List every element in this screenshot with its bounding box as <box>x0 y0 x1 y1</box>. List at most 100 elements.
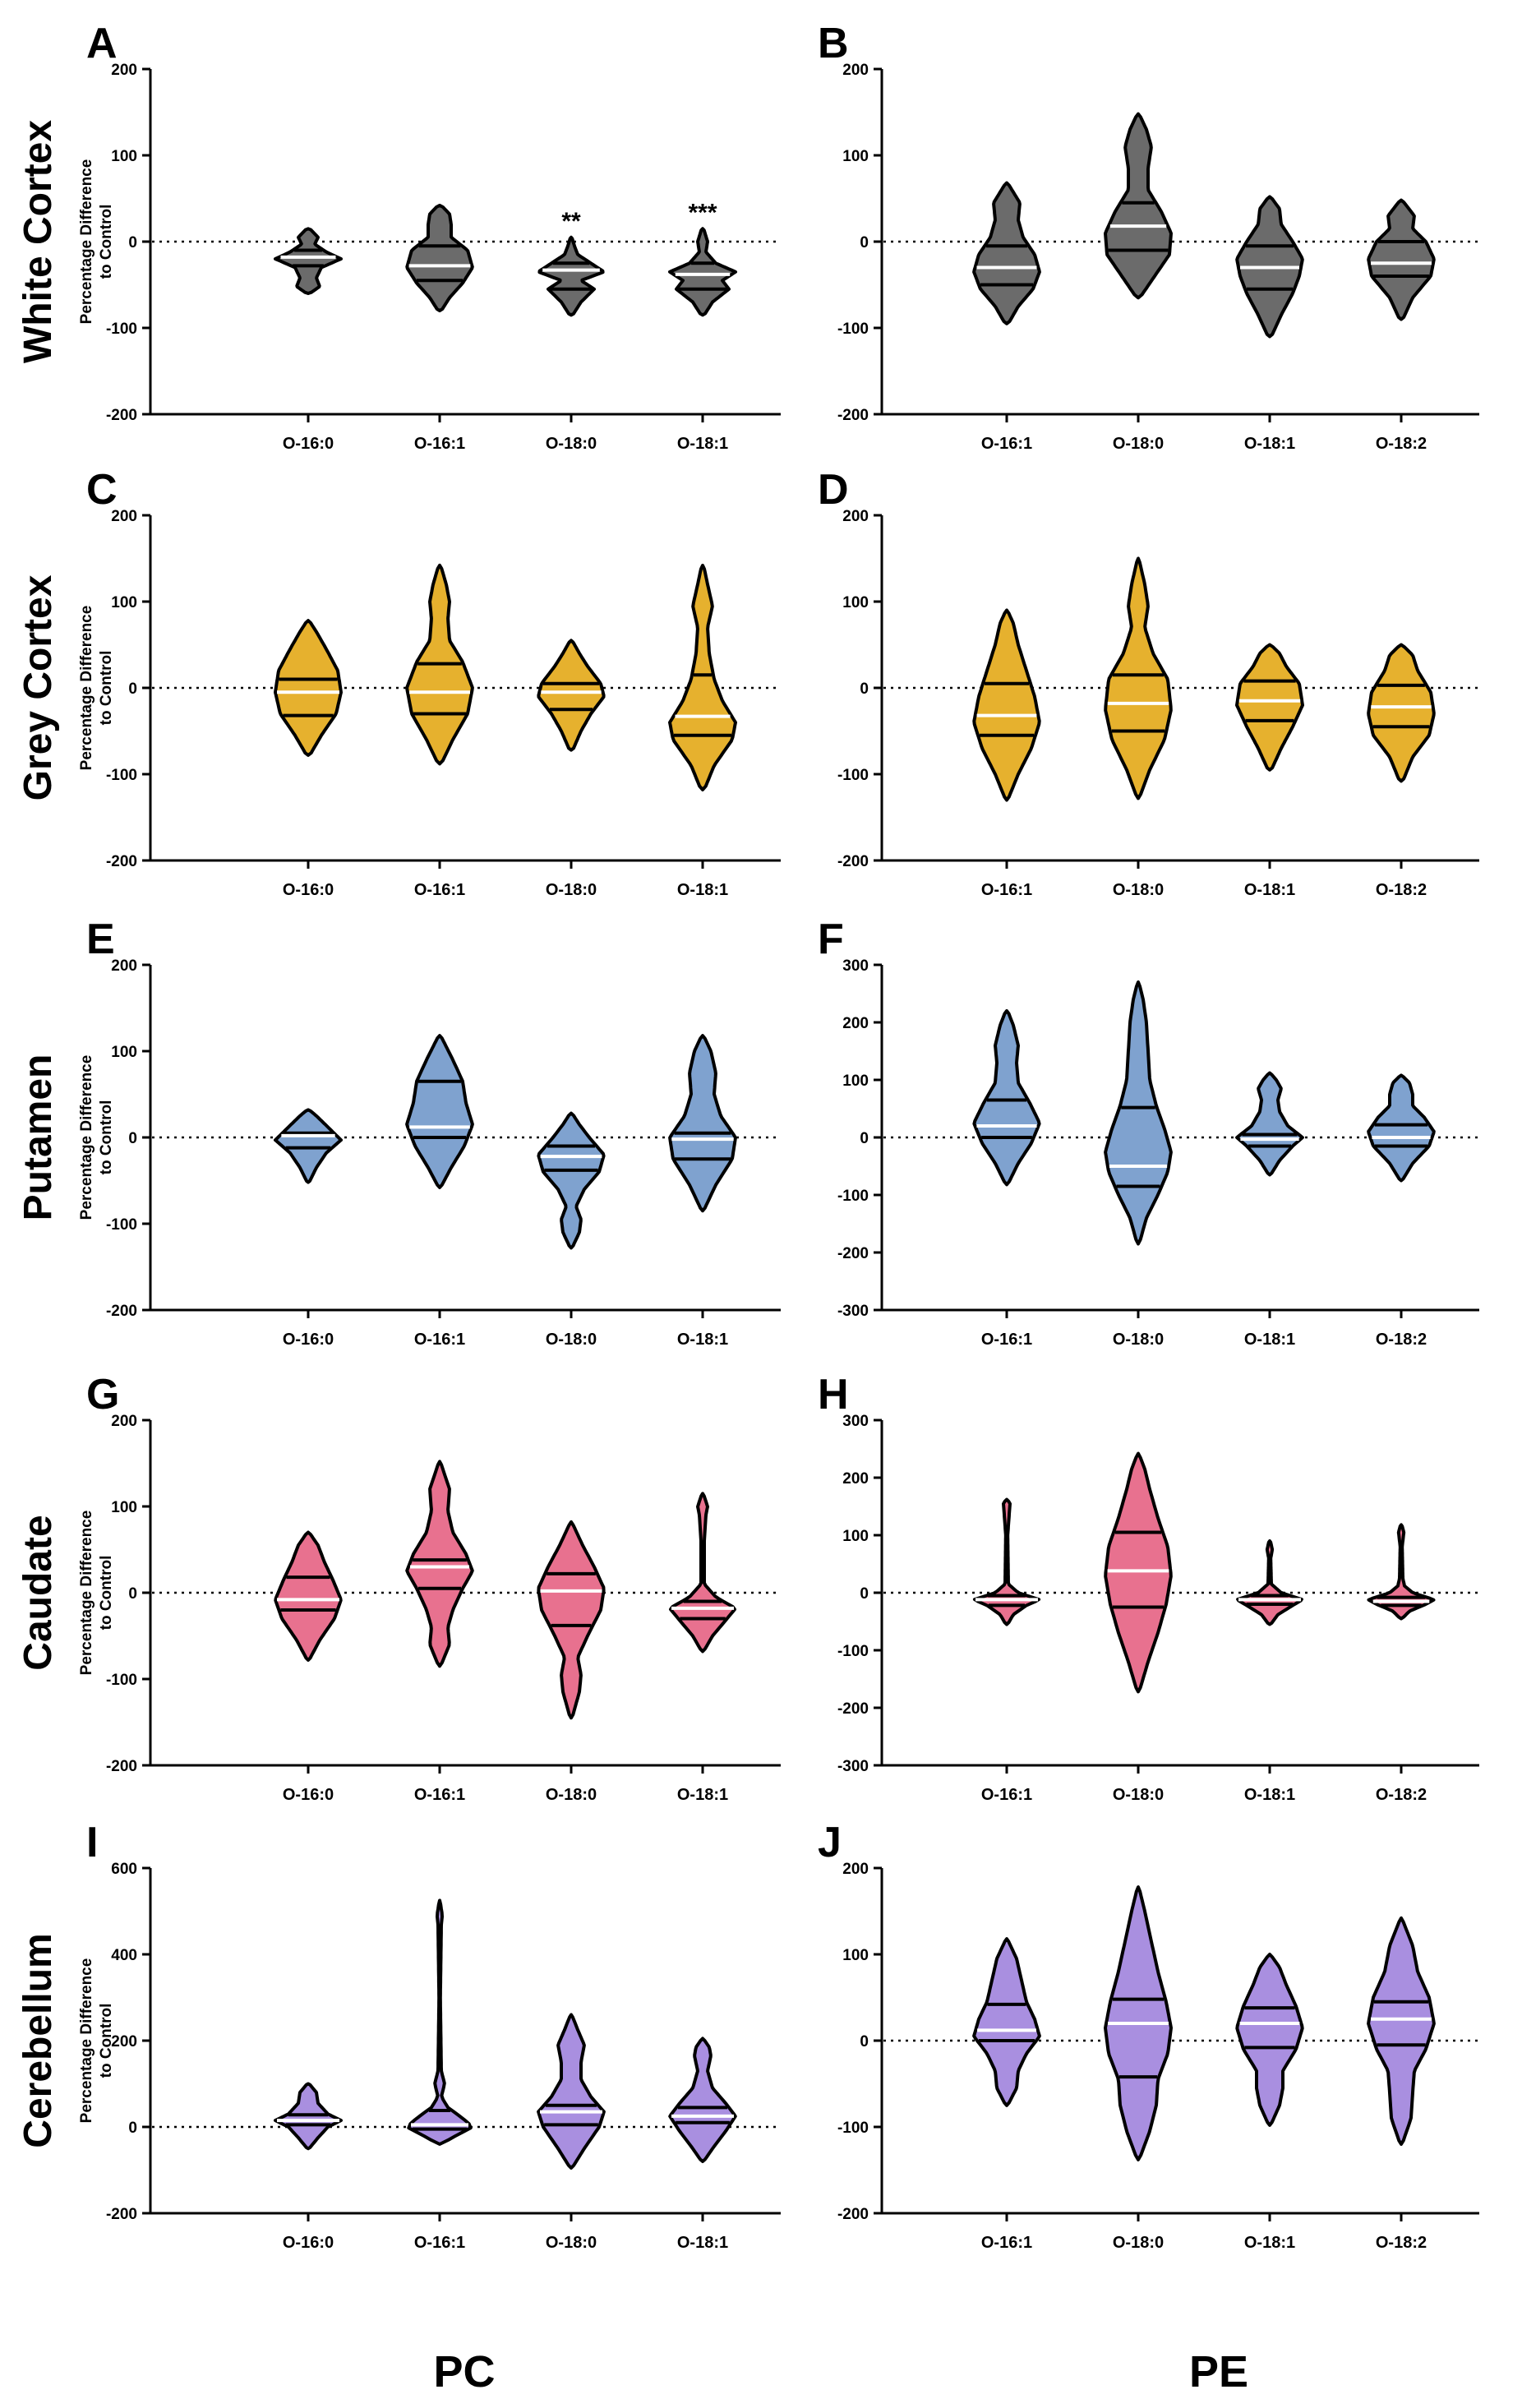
y-tick-label: -100 <box>837 321 869 338</box>
panel-label: H <box>818 1371 849 1419</box>
y-tick-label: 0 <box>128 1130 137 1147</box>
y-tick-label: -200 <box>837 1700 869 1718</box>
x-tick-label: O-18:0 <box>1113 2234 1164 2252</box>
x-tick-label: O-16:1 <box>414 2234 465 2252</box>
y-tick-label: 0 <box>860 680 869 698</box>
y-tick-label: -300 <box>837 1758 869 1775</box>
y-tick-label: -200 <box>837 407 869 424</box>
x-tick-label: O-16:1 <box>981 1331 1032 1349</box>
y-tick-label: 200 <box>842 1861 869 1878</box>
y-tick-label: -300 <box>837 1303 869 1320</box>
y-tick-label: 0 <box>128 1585 137 1603</box>
violin-o-18-2 <box>1367 1916 1436 2146</box>
y-axis-label: Percentage Difference to Control <box>78 159 115 325</box>
panel-d: D -200 -100 0 100 200 O-16:1 O-18:0 O-18:1 O-18:2 <box>818 466 1479 899</box>
violin-o-16-1 <box>972 1497 1041 1626</box>
row-label: Putamen <box>16 1054 60 1221</box>
row-label: Grey Cortex <box>16 574 60 800</box>
x-tick-label: O-16:1 <box>981 2234 1032 2252</box>
violin-o-18-1 <box>1236 1539 1303 1626</box>
x-tick-label: O-18:1 <box>1244 1786 1295 1804</box>
x-tick-label: O-16:0 <box>283 881 334 899</box>
y-tick-label: 200 <box>842 508 869 525</box>
violin-o-16-1 <box>405 1034 474 1189</box>
panel-label: D <box>818 466 849 514</box>
y-tick-label: 100 <box>842 1073 869 1090</box>
x-tick-label: O-18:1 <box>677 435 728 453</box>
violin-o-18-1 <box>668 1034 737 1213</box>
panel-label: G <box>86 1371 119 1419</box>
y-tick-label: -100 <box>837 2120 869 2137</box>
y-tick-label: -200 <box>837 853 869 870</box>
y-tick-label: -100 <box>837 1188 869 1205</box>
row-labels: White Cortex Grey Cortex Putamen Caudate Cer… <box>16 120 60 2148</box>
panel-f: F -300 -200 -100 0 100 200 300 O-16:1 O-18:0 O-18:… <box>818 916 1479 1349</box>
panel-label: J <box>818 1819 842 1866</box>
y-tick-label: -100 <box>837 1643 869 1660</box>
x-tick-label: O-18:2 <box>1376 435 1427 453</box>
panel-b: B -200 -100 0 100 200 O-16:1 O-18:0 O-18:1 O-18:2 <box>818 20 1479 453</box>
panel-c: C Percentage Difference to Control -200 -100… <box>78 466 781 899</box>
y-axis-label-line: to Control <box>98 651 115 726</box>
y-tick-label: 200 <box>842 1015 869 1032</box>
panel-label: E <box>86 916 115 963</box>
y-tick-label: 0 <box>860 1130 869 1147</box>
y-tick-label: 200 <box>842 1470 869 1488</box>
y-tick-label: 100 <box>111 1499 137 1516</box>
panel-i: I Percentage Difference to Control -200 0 200… <box>78 1819 781 2252</box>
y-axis-label-line: to Control <box>98 1556 115 1631</box>
x-tick-label: O-16:1 <box>414 881 465 899</box>
violin-o-18-1 <box>1235 643 1304 772</box>
y-tick-label: 0 <box>860 234 869 251</box>
y-axis-label: Percentage Difference to Control <box>78 1055 115 1220</box>
y-axis-label-line: Percentage Difference <box>78 1511 95 1676</box>
x-tick-label: O-18:0 <box>546 1331 597 1349</box>
violin-o-18-0 <box>1104 556 1173 800</box>
panel-label: F <box>818 916 844 963</box>
violin-o-18-2 <box>1367 1073 1436 1183</box>
violin-o-16-0 <box>274 227 343 295</box>
y-tick-label: 0 <box>860 2033 869 2050</box>
x-tick-label: O-16:1 <box>414 1331 465 1349</box>
panel-h: H -300 -200 -100 0 100 200 300 O-16:1 O-18:0 O-18:… <box>818 1371 1479 1804</box>
violin-o-18-2 <box>1367 198 1436 321</box>
violin-o-18-1 <box>668 2037 737 2163</box>
x-tick-label: O-18:0 <box>546 1786 597 1804</box>
violin-o-16-1 <box>972 181 1041 325</box>
violin-o-18-0 <box>1104 980 1173 1246</box>
x-tick-label: O-18:1 <box>677 1331 728 1349</box>
panel-a: A Percentage Difference to Control -200 -100… <box>78 20 781 453</box>
x-tick-label: O-18:0 <box>546 2234 597 2252</box>
violin-o-18-1 <box>668 563 737 791</box>
x-tick-label: O-16:1 <box>981 881 1032 899</box>
y-tick-label: 100 <box>842 1947 869 1964</box>
y-tick-label: 100 <box>842 1528 869 1545</box>
violin-o-18-0 <box>537 235 605 317</box>
violin-o-18-0 <box>537 1111 606 1250</box>
x-tick-label: O-18:1 <box>1244 1331 1295 1349</box>
y-tick-label: -100 <box>106 1216 137 1234</box>
y-tick-label: -100 <box>837 767 869 784</box>
y-tick-label: -200 <box>837 2206 869 2223</box>
y-tick-label: 200 <box>842 62 869 79</box>
x-tick-label: O-16:0 <box>283 2234 334 2252</box>
y-tick-label: -200 <box>106 2206 137 2223</box>
x-tick-label: O-16:0 <box>283 435 334 453</box>
x-tick-label: O-18:1 <box>677 881 728 899</box>
violin-o-18-0 <box>537 639 606 752</box>
y-axis-label-line: to Control <box>98 2004 115 2078</box>
panel-j: J -200 -100 0 100 200 O-16:1 O-18:0 O-18:1 O-18:2 <box>818 1819 1479 2252</box>
panel-e: E Percentage Difference to Control -200 -100… <box>78 916 781 1349</box>
y-tick-label: 400 <box>111 1947 137 1964</box>
y-tick-label: -200 <box>106 407 137 424</box>
y-tick-label: -200 <box>106 853 137 870</box>
column-label-pc: PC <box>433 2347 495 2396</box>
violin-o-18-0 <box>537 1520 606 1720</box>
x-tick-label: O-18:1 <box>1244 2234 1295 2252</box>
y-tick-label: 300 <box>842 1413 869 1430</box>
x-tick-label: O-18:2 <box>1376 1331 1427 1349</box>
y-tick-label: -100 <box>106 1672 137 1689</box>
violin-o-16-0 <box>274 1530 343 1662</box>
y-tick-label: 200 <box>111 2033 137 2050</box>
